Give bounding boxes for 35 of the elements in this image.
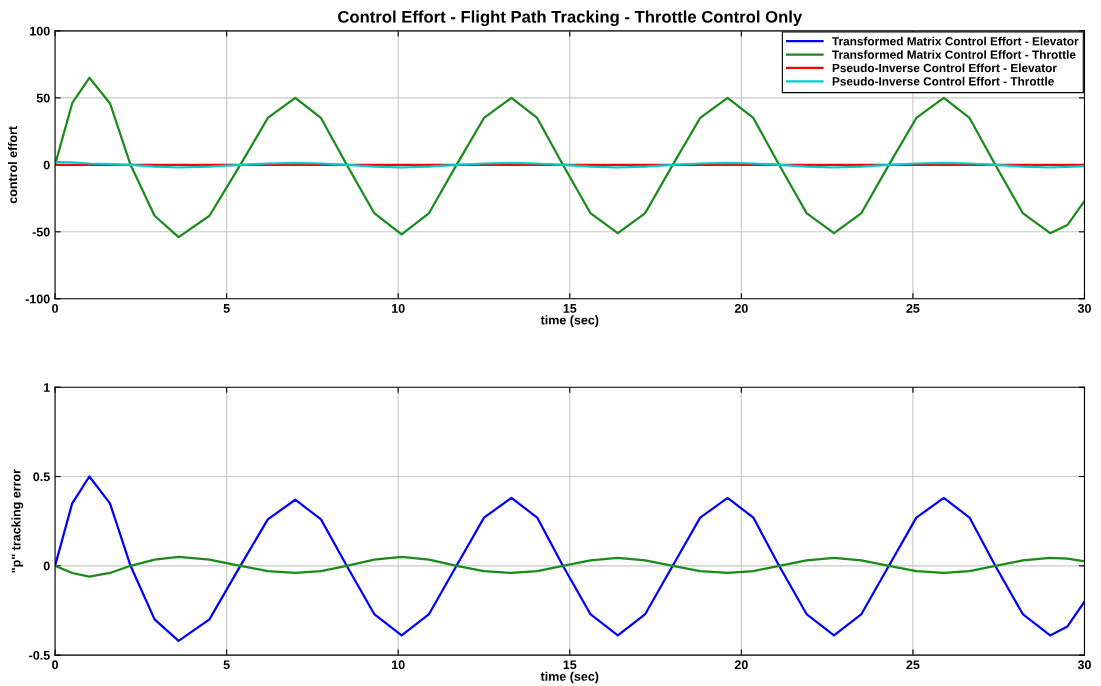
x-tick-label: 0 [52,660,59,670]
y-tick-label: 100 [30,26,50,36]
x-tick-label: 10 [392,303,405,313]
legend-label: Transformed Matrix Control Effort - Throttle [832,50,1076,59]
x-tick-label: 0 [52,303,59,313]
legend-label: Transformed Matrix Control Effort - Elevator [832,36,1079,46]
y-tick-label: -50 [32,227,50,237]
y-tick-label: 0 [43,160,50,170]
y-tick-label: 50 [36,93,50,103]
x-tick-label: 15 [563,660,577,670]
chart-title: Control Effort - Flight Path Tracking - Throttle Control Only [338,10,803,27]
x-tick-label: 30 [1077,660,1091,670]
y-tick-label: -100 [25,294,50,304]
x-tick-label: 5 [223,660,230,670]
x-tick-label: 20 [734,303,748,313]
line-series [55,76,1085,239]
y-axis-title: control effort [7,126,18,204]
y-tick-label: 0 [43,561,50,571]
y-tick-label: 1 [44,383,50,392]
x-tick-label: 20 [734,660,748,670]
legend-label: Pseudo-Inverse Control Effort - Throttle [832,76,1054,86]
x-tick-label: 5 [223,304,230,313]
x-axis-title: time (sec) [540,315,599,327]
y-axis-title: "p" tracking error [11,469,24,573]
x-tick-label: 15 [563,304,577,313]
y-tick-label: -0.5 [29,650,50,660]
line-series [55,555,1085,578]
x-tick-label: 25 [906,303,920,313]
x-axis-title: time (sec) [540,671,599,684]
legend-label: Pseudo-Inverse Control Effort - Elevator [832,63,1057,73]
x-tick-label: 10 [392,660,405,670]
x-tick-label: 25 [906,660,920,670]
y-tick-label: 0.5 [33,472,50,482]
line-series [55,475,1085,642]
x-tick-label: 30 [1077,303,1091,313]
